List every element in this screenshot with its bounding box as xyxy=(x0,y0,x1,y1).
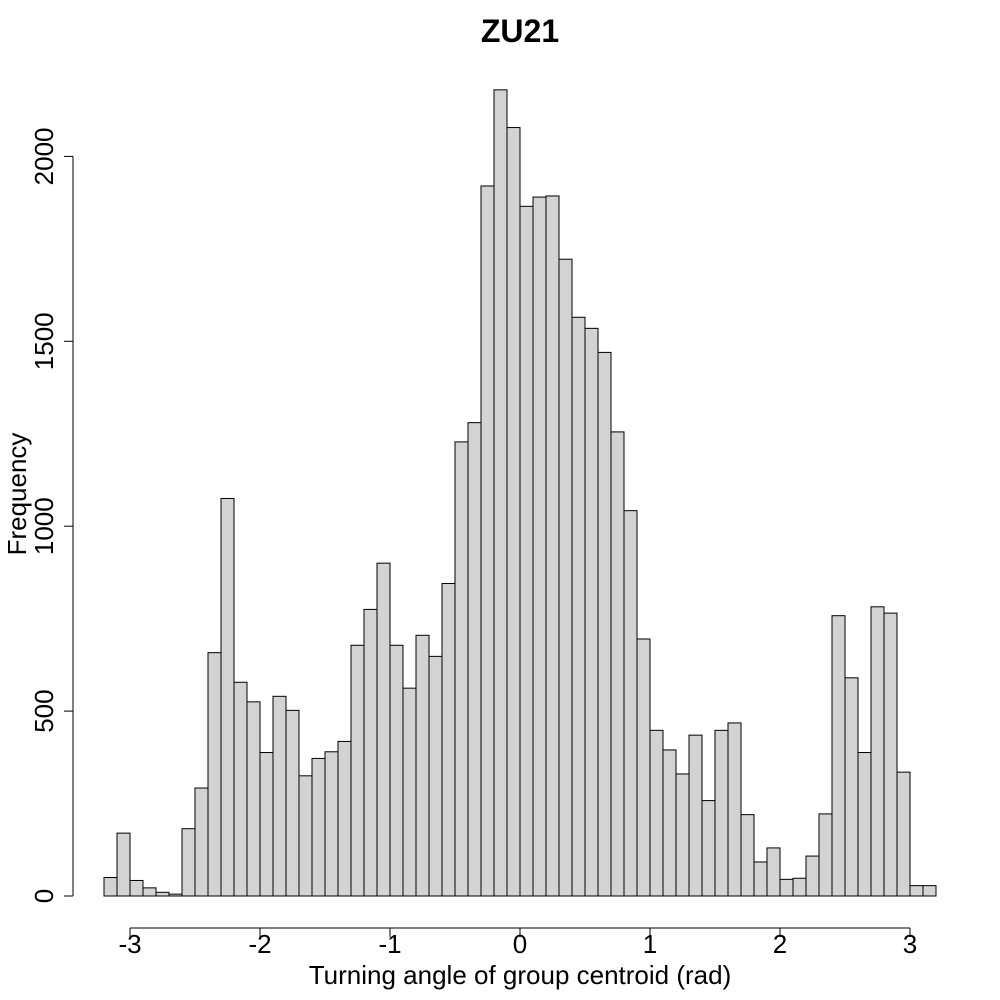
histogram-bar xyxy=(649,729,664,897)
y-axis-label: Frequency xyxy=(2,433,32,556)
histogram-bar xyxy=(350,644,365,897)
histogram-bar xyxy=(181,828,196,897)
histogram-bar xyxy=(129,879,144,897)
y-tick-label: 1000 xyxy=(29,497,59,555)
histogram-bar xyxy=(571,316,586,897)
histogram-bar xyxy=(870,606,885,897)
histogram-bar xyxy=(896,771,911,897)
histogram-bar xyxy=(454,441,469,897)
histogram-bar xyxy=(701,800,716,897)
histogram-bar xyxy=(233,681,248,897)
histogram-bar xyxy=(272,695,287,897)
histogram-bar xyxy=(103,877,118,897)
histogram-bars xyxy=(103,89,937,897)
histogram-bar xyxy=(792,877,807,897)
histogram-bar xyxy=(857,752,872,897)
x-tick-label: -1 xyxy=(378,929,401,959)
histogram-bar xyxy=(246,701,261,897)
histogram-bar xyxy=(779,878,794,897)
histogram-bar xyxy=(142,887,157,897)
histogram-bar xyxy=(662,749,677,897)
y-tick-label: 2000 xyxy=(29,127,59,185)
x-axis-label: Turning angle of group centroid (rad) xyxy=(309,960,732,990)
y-tick-label: 500 xyxy=(29,689,59,732)
y-tick-label: 0 xyxy=(29,889,59,903)
histogram-bar xyxy=(493,89,508,897)
histogram-bar xyxy=(831,615,846,897)
y-tick-label: 1500 xyxy=(29,312,59,370)
histogram-bar xyxy=(922,885,937,897)
histogram-bar xyxy=(545,195,560,897)
histogram-bar xyxy=(675,773,690,897)
histogram-bar xyxy=(558,258,573,897)
x-tick-label: 0 xyxy=(513,929,527,959)
histogram-bar xyxy=(324,751,339,897)
histogram-bar xyxy=(766,847,781,897)
y-axis: 0 500 1000 1500 2000 xyxy=(29,127,74,903)
x-tick-label: 3 xyxy=(903,929,917,959)
histogram-bar xyxy=(610,431,625,897)
histogram-bar xyxy=(285,709,300,897)
histogram-bar xyxy=(337,740,352,897)
x-tick-label: 1 xyxy=(643,929,657,959)
histogram-bar xyxy=(376,562,391,897)
histogram-bar xyxy=(389,644,404,897)
x-tick-label: 2 xyxy=(773,929,787,959)
histogram-bar xyxy=(818,813,833,897)
histogram-bar xyxy=(740,814,755,897)
histogram-bar xyxy=(415,634,430,897)
histogram-bar xyxy=(298,775,313,897)
histogram-bar xyxy=(207,652,222,897)
histogram-bar xyxy=(532,196,547,897)
histogram-bar xyxy=(584,327,599,897)
histogram-bar xyxy=(519,205,534,897)
x-tick-label: -3 xyxy=(118,929,141,959)
x-axis: -3 -2 -1 0 1 2 3 xyxy=(118,927,917,959)
histogram-bar xyxy=(506,127,521,897)
histogram-bar xyxy=(194,787,209,897)
histogram-bar xyxy=(883,612,898,897)
histogram-bar xyxy=(441,583,456,897)
histogram-bar xyxy=(363,608,378,897)
histogram-bar xyxy=(727,722,742,897)
histogram-bar xyxy=(220,497,235,897)
histogram-bar xyxy=(116,832,131,897)
histogram-bar xyxy=(623,510,638,897)
histogram-bar xyxy=(688,734,703,897)
histogram-bar xyxy=(909,885,924,897)
histogram-bar xyxy=(714,729,729,897)
histogram-bar xyxy=(597,351,612,897)
histogram-bar xyxy=(844,677,859,897)
histogram-bar xyxy=(155,891,170,897)
chart-title: ZU21 xyxy=(481,13,559,49)
histogram-bar xyxy=(259,752,274,897)
histogram-bar xyxy=(480,185,495,897)
histogram-bar xyxy=(467,422,482,897)
histogram-bar xyxy=(428,655,443,897)
histogram-bar xyxy=(402,687,417,897)
histogram-bar xyxy=(311,757,326,897)
histogram-bar xyxy=(753,861,768,897)
histogram-bar xyxy=(805,855,820,897)
histogram-bar xyxy=(636,638,651,897)
histogram-bar xyxy=(168,893,183,897)
x-tick-label: -2 xyxy=(248,929,271,959)
